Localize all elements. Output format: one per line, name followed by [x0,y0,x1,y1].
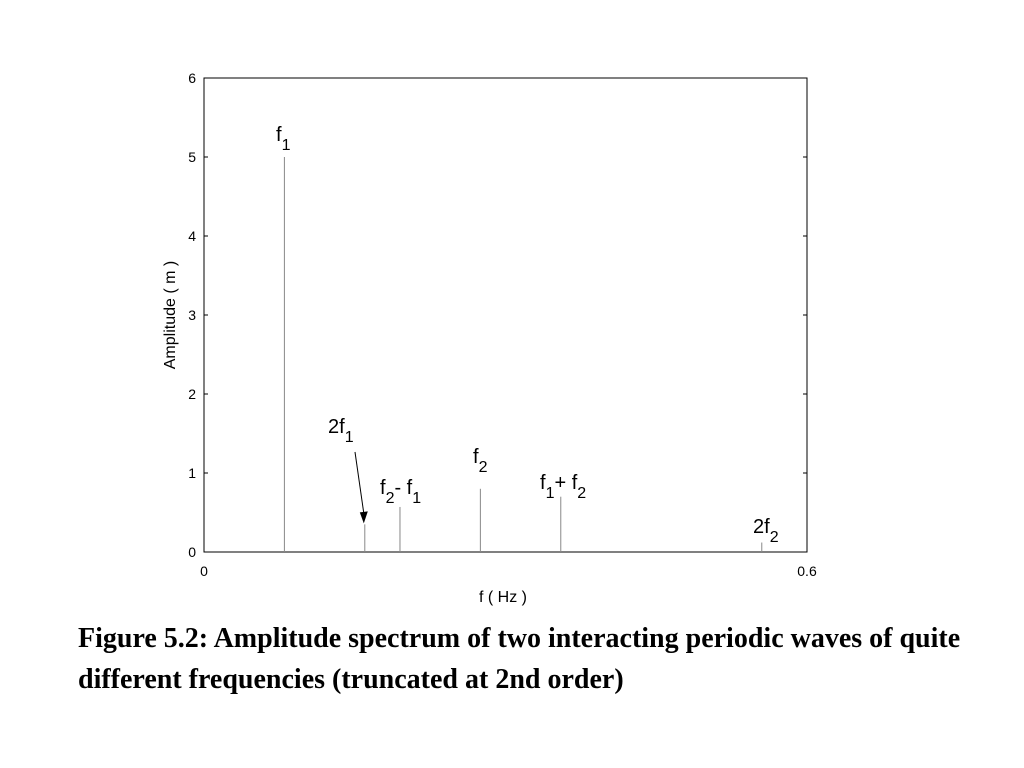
peak-label-subscript: 1 [345,429,354,446]
peak-label: 2f1 [328,416,354,446]
arrow-head [359,511,368,524]
peak-label: f1+ f2 [540,472,586,502]
arrow-line [354,451,365,514]
y-axis-label: Amplitude ( m ) [162,261,179,369]
peak-label-subscript: 1 [282,137,291,154]
peak-label-symbol: f [540,472,546,494]
peak-label-symbol: f [339,416,345,438]
peak-label-subscript-2: 2 [577,485,586,502]
peak-label-subscript: 2 [386,490,395,507]
peak-label: f2- f1 [380,477,421,507]
peak-label-symbol: f [473,446,479,468]
x-axis-label: f ( Hz ) [479,589,527,606]
peak-label-subscript: 1 [546,485,555,502]
y-tick-label: 1 [188,465,196,481]
y-tick-label: 3 [188,307,196,323]
peak-label: 2f2 [753,516,779,546]
peak-label-subscript-2: 1 [412,490,421,507]
peak-label-operator: - f [394,477,412,499]
y-tick-label: 4 [188,228,196,244]
peak-label-symbol: f [380,477,386,499]
peak-label-symbol: f [764,516,770,538]
peak-label-prefix: 2 [328,416,339,438]
peak-label: f1 [276,124,291,154]
y-tick-label: 2 [188,386,196,402]
peak-label-operator: + f [554,472,577,494]
peak-label-subscript: 2 [770,529,779,546]
spectrum-stems [283,157,763,552]
peak-label: f2 [473,446,488,476]
y-tick-label: 0 [188,544,196,560]
peak-label-subscript: 2 [479,459,488,476]
y-tick-label: 6 [188,70,196,86]
x-axis-ticks: 0 0.6 [200,78,817,579]
peak-label-symbol: f [276,124,282,146]
y-tick-label: 5 [188,149,196,165]
x-tick-label: 0.6 [797,563,817,579]
peak-label-prefix: 2 [753,516,764,538]
plot-frame [203,77,808,553]
x-tick-label: 0 [200,563,208,579]
figure-caption: Figure 5.2: Amplitude spectrum of two in… [78,623,961,695]
